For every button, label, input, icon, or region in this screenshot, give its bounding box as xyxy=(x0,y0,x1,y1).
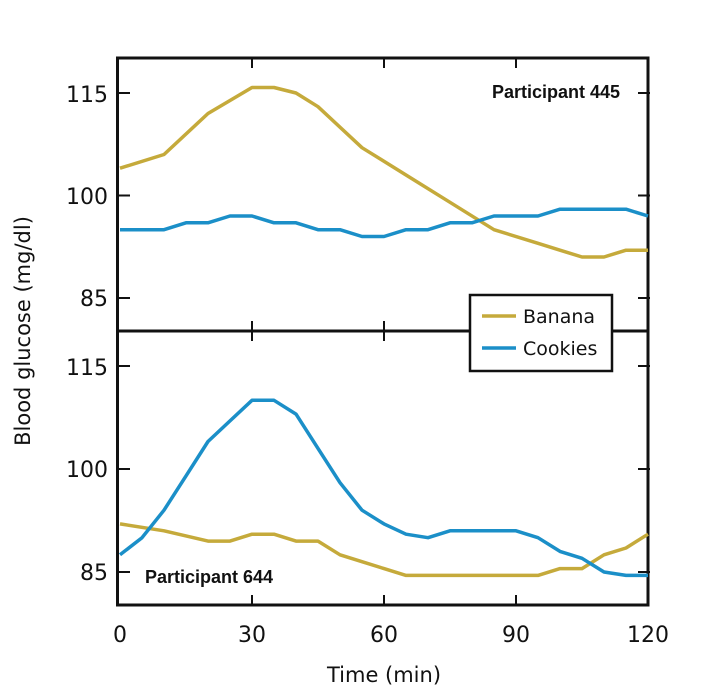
bottom-panel-label: Participant 644 xyxy=(145,567,273,587)
y-axis-title: Blood glucose (mg/dl) xyxy=(11,216,35,446)
top-series-cookies xyxy=(120,207,649,239)
top-y-tick-label-85: 85 xyxy=(80,287,108,312)
bottom-series-banana xyxy=(119,522,649,578)
bottom-series-cookies xyxy=(118,398,648,578)
top-panel-label: Participant 445 xyxy=(492,82,620,102)
x-tick-label-0: 0 xyxy=(113,623,127,648)
x-axis-title: Time (min) xyxy=(326,663,441,687)
bottom-panel-series xyxy=(118,398,649,578)
legend-label-cookies: Cookies xyxy=(523,338,597,360)
x-tick-label-60: 60 xyxy=(370,623,398,648)
x-tick-label-120: 120 xyxy=(627,623,669,648)
legend-label-banana: Banana xyxy=(523,306,595,328)
bottom-y-tick-label-85: 85 xyxy=(80,561,108,586)
top-series-banana xyxy=(119,85,648,259)
x-tick-label-90: 90 xyxy=(502,623,530,648)
top-y-tick-label-100: 100 xyxy=(66,185,108,210)
top-panel-series xyxy=(119,85,649,259)
bottom-y-tick-label-115: 115 xyxy=(66,356,108,381)
top-y-tick-label-115: 115 xyxy=(66,83,108,108)
legend: Banana Cookies xyxy=(468,293,614,373)
x-tick-label-30: 30 xyxy=(238,623,266,648)
legend-box xyxy=(468,293,614,373)
bottom-y-tick-label-100: 100 xyxy=(66,458,108,483)
